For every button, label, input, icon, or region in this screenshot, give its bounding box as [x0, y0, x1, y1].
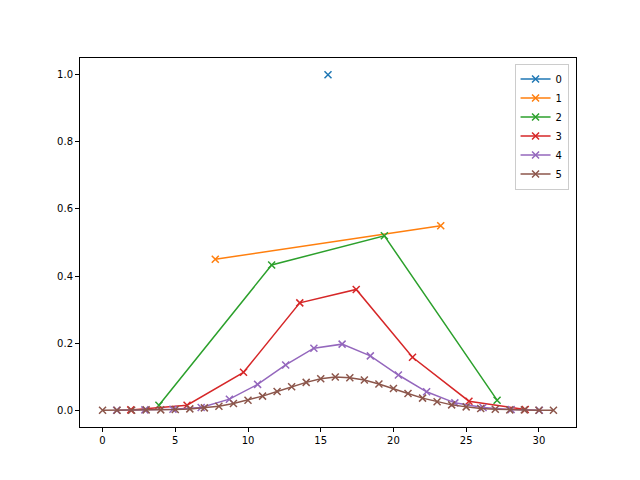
- svg-text:5: 5: [556, 169, 562, 180]
- svg-text:3: 3: [556, 131, 562, 142]
- svg-text:1: 1: [556, 93, 562, 104]
- svg-text:5: 5: [172, 435, 178, 446]
- svg-text:1.0: 1.0: [57, 69, 73, 80]
- svg-text:0: 0: [99, 435, 105, 446]
- svg-text:0.0: 0.0: [57, 405, 73, 416]
- svg-text:20: 20: [387, 435, 400, 446]
- svg-text:0.2: 0.2: [57, 338, 73, 349]
- svg-text:25: 25: [460, 435, 473, 446]
- svg-text:0: 0: [556, 74, 562, 85]
- svg-text:10: 10: [242, 435, 255, 446]
- svg-text:2: 2: [556, 112, 562, 123]
- svg-text:0.6: 0.6: [57, 203, 73, 214]
- svg-text:15: 15: [314, 435, 327, 446]
- svg-text:0.8: 0.8: [57, 136, 73, 147]
- svg-text:0.4: 0.4: [57, 271, 73, 282]
- svg-text:30: 30: [533, 435, 546, 446]
- svg-text:4: 4: [556, 150, 562, 161]
